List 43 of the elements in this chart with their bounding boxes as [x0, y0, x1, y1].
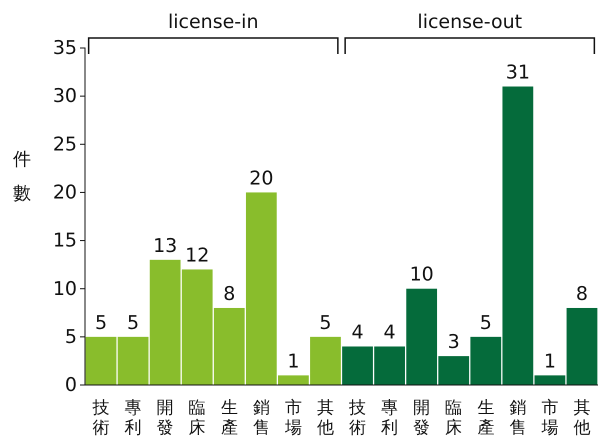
- y-tick-label: 5: [64, 326, 77, 348]
- y-tick-label: 0: [64, 374, 77, 396]
- data-label: 5: [319, 312, 332, 334]
- x-tick-label: 臨床: [445, 398, 462, 438]
- data-label: 13: [153, 234, 178, 257]
- y-tick-label: 20: [52, 182, 77, 204]
- data-label: 5: [480, 312, 492, 334]
- text: license-in: [168, 11, 259, 33]
- x-tick-label: 專利: [124, 398, 142, 438]
- x-tick-label: 其他: [316, 398, 334, 438]
- x-tick-label: 銷售: [252, 398, 270, 438]
- data-label: 1: [287, 350, 300, 372]
- x-tick-label: 生產: [220, 398, 238, 438]
- data-label: 5: [94, 312, 108, 334]
- data-label: 10: [410, 264, 434, 286]
- x-tick-label: 市場: [284, 398, 302, 438]
- data-label: 5: [127, 312, 140, 334]
- y-tick-label: 35: [52, 37, 77, 60]
- data-label: 4: [351, 321, 364, 344]
- y-tick-label: 30: [52, 85, 77, 108]
- text: license-out: [417, 11, 522, 33]
- x-tick-label: 生產: [477, 398, 494, 438]
- data-label: 4: [384, 321, 396, 344]
- data-label: 3: [448, 331, 460, 354]
- data-label: 31: [506, 62, 530, 84]
- x-tick-label: 技術: [92, 398, 110, 438]
- x-tick-label: 其他: [573, 398, 590, 438]
- data-label: 1: [544, 350, 556, 372]
- y-tick-label: 15: [52, 230, 77, 252]
- data-label: 20: [249, 167, 274, 190]
- y-axis-title: 件數: [13, 149, 31, 204]
- data-label: 8: [576, 282, 588, 305]
- x-tick-label: 開發: [156, 398, 174, 438]
- data-label: 12: [185, 244, 210, 266]
- x-tick-label: 銷售: [509, 398, 526, 438]
- x-tick-label: 開發: [413, 398, 430, 438]
- x-tick-label: 臨床: [188, 398, 206, 438]
- x-tick-label: 市場: [540, 398, 558, 438]
- data-label: 8: [223, 282, 236, 305]
- y-tick-label: 25: [52, 133, 77, 156]
- y-tick-label: 10: [52, 278, 77, 300]
- x-tick-label: 專利: [381, 398, 398, 438]
- x-tick-label: 技術: [348, 398, 366, 438]
